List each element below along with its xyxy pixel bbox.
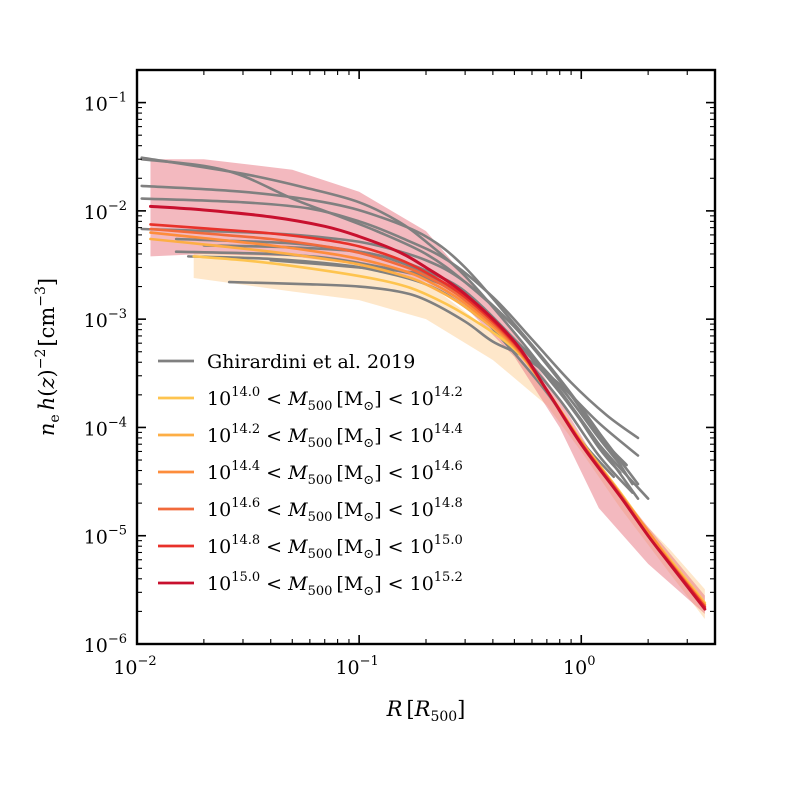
mass-bin-profiles xyxy=(148,204,707,611)
observed-profile-4 xyxy=(140,197,640,440)
legend-label-5: 1014.8 < M500 [M⊙] < 1015.0 xyxy=(207,533,463,562)
x-axis-label: R [R500] xyxy=(386,697,466,725)
y-tick-label-3: 10−4 xyxy=(84,415,127,440)
legend: Ghirardini et al. 2019 1014.0 < M500 [M⊙] <… xyxy=(158,351,463,599)
tick-labels: 10−2 10−1 100 10−6 10−5 10−4 10−3 10−2 10−1 xyxy=(84,91,596,679)
axes-frame xyxy=(135,68,717,646)
observed-profile-10 xyxy=(227,280,640,457)
x-tick-label-3: 100 xyxy=(563,654,595,679)
x-tick-label-1: 10−2 xyxy=(113,654,156,679)
y-axis-label: neh(z)−2[cm−3] xyxy=(33,278,63,436)
legend-label-6: 1015.0 < M500 [M⊙] < 1015.2 xyxy=(207,570,463,599)
series-line-3 xyxy=(149,231,707,607)
plot-area xyxy=(140,156,707,620)
legend-label-1: 1014.0 < M500 [M⊙] < 1014.2 xyxy=(207,385,463,414)
legend-label-4: 1014.6 < M500 [M⊙] < 1014.8 xyxy=(207,496,463,525)
y-tick-label-4: 10−3 xyxy=(84,307,127,332)
y-tick-label-6: 10−1 xyxy=(84,91,127,116)
series-line-6 xyxy=(148,204,707,611)
scatter-band-1 xyxy=(193,251,705,620)
y-tick-label-5: 10−2 xyxy=(84,199,127,224)
legend-label-observed: Ghirardini et al. 2019 xyxy=(207,351,415,373)
y-tick-label-1: 10−6 xyxy=(84,632,127,657)
x-tick-label-2: 10−1 xyxy=(335,654,378,679)
legend-label-2: 1014.2 < M500 [M⊙] < 1014.4 xyxy=(207,422,463,451)
legend-label-3: 1014.4 < M500 [M⊙] < 1014.6 xyxy=(207,459,463,488)
y-tick-label-2: 10−5 xyxy=(84,524,127,549)
